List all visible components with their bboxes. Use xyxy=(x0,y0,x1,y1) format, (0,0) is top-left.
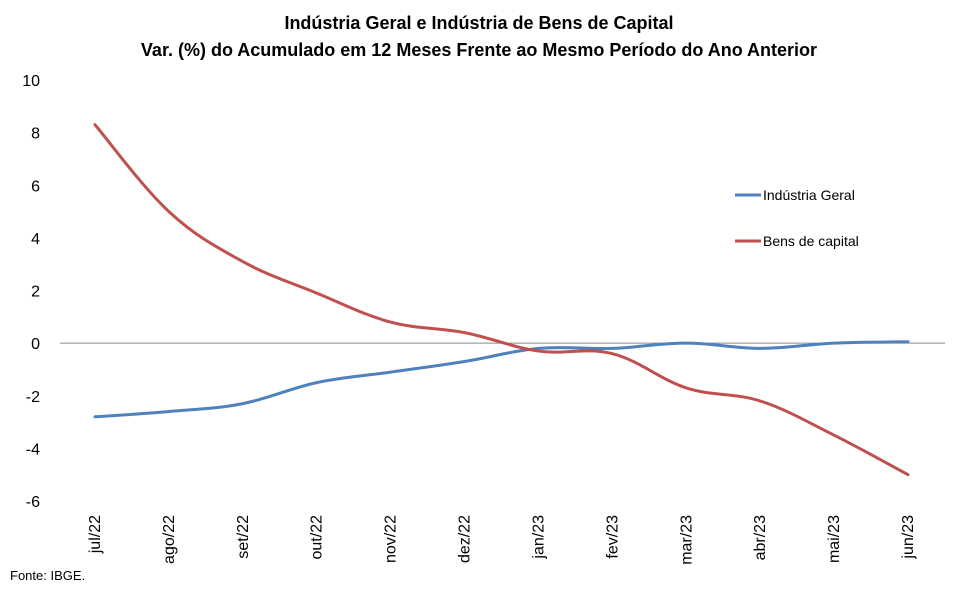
legend-label: Indústria Geral xyxy=(763,187,855,203)
legend: Indústria Geral Bens de capital xyxy=(735,187,859,249)
chart-title-group: Indústria Geral e Indústria de Bens de C… xyxy=(141,13,817,60)
series-lines xyxy=(93,123,910,477)
x-tick-label: ago/22 xyxy=(161,515,178,564)
y-tick-label: 4 xyxy=(31,231,40,248)
y-tick-label: 2 xyxy=(31,284,40,301)
y-tick-label: 8 xyxy=(31,126,40,143)
legend-label: Bens de capital xyxy=(763,233,859,249)
x-tick-label: dez/22 xyxy=(457,515,474,563)
y-tick-label: 6 xyxy=(31,178,40,195)
chart-title: Indústria Geral e Indústria de Bens de C… xyxy=(284,13,673,33)
x-tick-label: jul/22 xyxy=(87,515,104,554)
series-line-1 xyxy=(93,340,910,419)
y-tick-label: -4 xyxy=(26,441,40,458)
x-tick-label: abr/23 xyxy=(752,515,769,560)
x-axis: jul/22 ago/22 set/22 out/22 nov/22 dez/22 jan/… xyxy=(87,515,917,565)
source-note: Fonte: IBGE. xyxy=(10,568,85,583)
x-tick-label: fev/23 xyxy=(604,515,621,559)
x-tick-label: mai/23 xyxy=(826,515,843,563)
x-tick-label: jun/23 xyxy=(900,515,917,560)
y-tick-label: 10 xyxy=(22,73,40,90)
y-tick-label: -6 xyxy=(26,494,40,511)
y-tick-label: 0 xyxy=(31,336,40,353)
x-tick-label: nov/22 xyxy=(383,515,400,563)
y-axis: 10 8 6 4 2 0 -2 -4 -6 xyxy=(22,73,40,511)
x-tick-label: set/22 xyxy=(235,515,252,559)
x-tick-label: jan/23 xyxy=(530,515,547,560)
chart-subtitle: Var. (%) do Acumulado em 12 Meses Frente… xyxy=(141,40,817,60)
x-tick-label: out/22 xyxy=(309,515,326,560)
y-tick-label: -2 xyxy=(26,389,40,406)
x-tick-label: mar/23 xyxy=(678,515,695,565)
series-line-2 xyxy=(93,123,910,477)
